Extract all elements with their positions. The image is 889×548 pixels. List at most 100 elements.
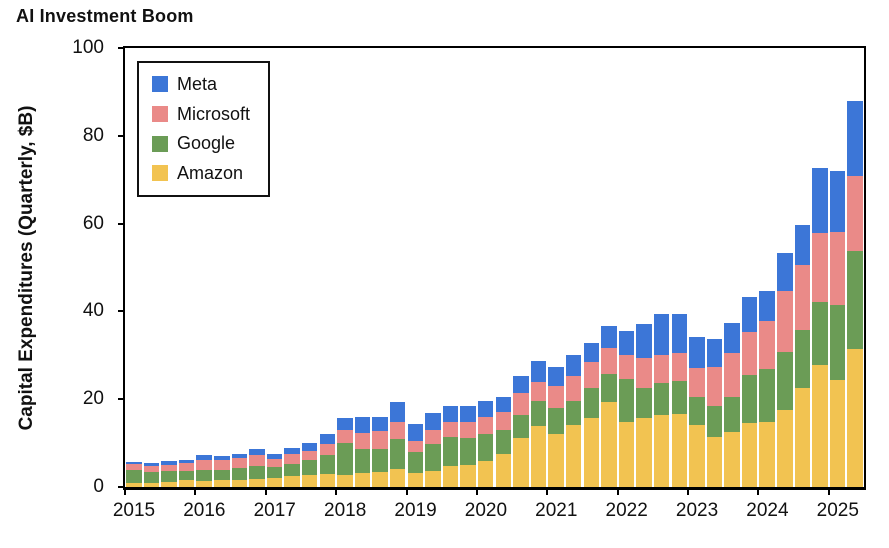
bar-segment-google [618, 378, 635, 422]
bar-segment-microsoft [513, 393, 529, 415]
bar-2022-q2 [636, 48, 652, 487]
bar-segment-amazon [530, 425, 547, 487]
bar-2018-q1 [337, 48, 353, 487]
bar-2015-q1 [126, 48, 142, 487]
bar-segment-amazon [759, 421, 775, 487]
bar-2019-q4 [460, 48, 476, 487]
bar-segment-microsoft [847, 175, 863, 251]
bar-2022-q3 [653, 48, 670, 487]
x-tick-mark [546, 487, 549, 495]
bar-segment-amazon [513, 438, 529, 487]
bar-segment-microsoft [178, 463, 195, 472]
bar-segment-google [337, 443, 353, 476]
bar-segment-google [407, 452, 424, 473]
bar-segment-microsoft [161, 464, 177, 472]
bar-segment-microsoft [601, 348, 617, 375]
bar-segment-amazon [302, 475, 318, 487]
bar-segment-microsoft [337, 430, 353, 444]
bar-segment-meta [460, 405, 476, 423]
bar-segment-meta [671, 313, 687, 354]
bar-segment-meta [829, 171, 846, 232]
bar-2016-q4 [249, 48, 265, 487]
bar-segment-microsoft [777, 290, 793, 352]
bar-segment-google [565, 400, 582, 426]
bar-segment-microsoft [653, 355, 670, 383]
bar-segment-amazon [442, 466, 459, 487]
bar-segment-amazon [847, 349, 863, 487]
bar-2021-q1 [548, 48, 564, 487]
x-tick-mark [827, 487, 830, 495]
bar-segment-google [425, 444, 441, 472]
bar-2015-q4 [178, 48, 195, 487]
chart-title: AI Investment Boom [16, 6, 194, 26]
bar-segment-amazon [495, 454, 512, 487]
bar-2024-q3 [794, 48, 811, 487]
bar-2017-q2 [284, 48, 300, 487]
bar-segment-microsoft [143, 465, 160, 472]
bar-segment-google [372, 448, 388, 473]
bar-segment-amazon [812, 364, 828, 487]
bar-segment-google [126, 470, 142, 484]
amazon-color-swatch [152, 165, 168, 182]
bar-segment-google [460, 437, 476, 465]
bar-segment-amazon [249, 479, 265, 487]
bar-segment-microsoft [196, 460, 212, 471]
x-tick-mark [264, 487, 267, 495]
bar-segment-amazon [636, 418, 652, 487]
bar-segment-meta [847, 101, 863, 176]
bar-segment-microsoft [407, 440, 424, 453]
bar-segment-meta [689, 336, 705, 369]
bar-segment-amazon [354, 473, 371, 487]
bar-segment-amazon [583, 418, 599, 487]
bar-segment-amazon [601, 402, 617, 487]
bar-segment-meta [777, 253, 793, 291]
bar-segment-microsoft [530, 381, 547, 402]
x-tick-label: 2024 [746, 500, 789, 521]
bar-segment-google [231, 468, 248, 480]
bar-segment-google [777, 351, 793, 410]
bar-segment-google [249, 465, 265, 480]
bar-segment-google [706, 406, 723, 437]
bar-segment-microsoft [829, 231, 846, 305]
bar-segment-google [302, 459, 318, 476]
bar-segment-google [794, 330, 811, 388]
bar-segment-meta [161, 461, 177, 465]
bar-segment-meta [636, 324, 652, 358]
legend-label: Google [177, 133, 236, 154]
bar-segment-meta [530, 360, 547, 382]
bar-segment-google [143, 471, 160, 483]
x-tick-label: 2023 [675, 500, 719, 521]
bar-2018-q2 [354, 48, 371, 487]
bar-2025-q2 [847, 48, 863, 487]
bar-segment-amazon [565, 425, 582, 487]
bar-2023-q3 [724, 48, 740, 487]
y-tick-mark [118, 134, 125, 137]
bar-segment-meta [477, 400, 494, 418]
bar-segment-amazon [389, 469, 406, 487]
x-tick-mark [335, 487, 338, 495]
x-tick-mark [757, 487, 760, 495]
bar-segment-amazon [477, 460, 494, 487]
legend-item-meta: Meta [152, 74, 250, 95]
bar-segment-amazon [266, 477, 283, 487]
y-tick-label: 100 [72, 37, 104, 58]
legend-item-amazon: Amazon [152, 163, 250, 184]
bar-segment-microsoft [126, 464, 142, 471]
bar-2016-q1 [196, 48, 212, 487]
bar-segment-google [548, 408, 564, 434]
bar-segment-microsoft [302, 450, 318, 460]
bar-segment-amazon [548, 433, 564, 487]
y-tick-label: 20 [82, 388, 104, 410]
bar-segment-microsoft [319, 444, 336, 456]
bar-segment-amazon [284, 476, 300, 487]
bar-segment-meta [372, 416, 388, 432]
legend-label: Amazon [177, 163, 244, 184]
bar-segment-amazon [794, 387, 811, 487]
bar-segment-microsoft [231, 458, 248, 469]
bar-segment-google [161, 471, 177, 482]
bar-segment-meta [442, 405, 459, 423]
bar-segment-google [671, 380, 687, 415]
bar-segment-meta [354, 417, 371, 433]
bar-segment-meta [583, 342, 599, 363]
